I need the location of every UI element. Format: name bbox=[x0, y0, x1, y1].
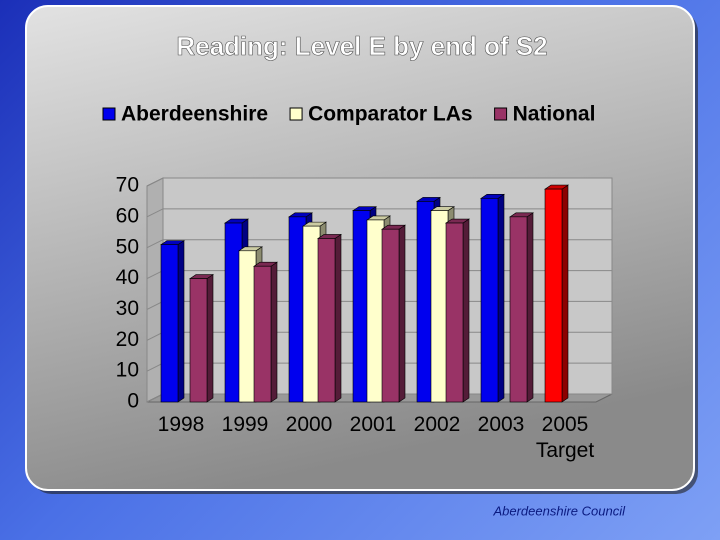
footer: Aberdeenshire Council bbox=[492, 503, 626, 518]
chart-title: Reading: Level E by end of S2 bbox=[176, 31, 547, 61]
legend-label: Comparator LAs bbox=[308, 103, 473, 126]
y-tick-label: 50 bbox=[116, 235, 139, 258]
bar-face bbox=[430, 210, 449, 403]
bar-face bbox=[302, 225, 321, 403]
bar bbox=[381, 224, 406, 403]
legend-swatch bbox=[289, 107, 303, 121]
legend-swatch bbox=[102, 107, 116, 121]
bar-face bbox=[398, 224, 406, 403]
bar-face bbox=[509, 216, 528, 403]
bar-face bbox=[526, 212, 534, 403]
y-tick-label: 0 bbox=[127, 390, 139, 413]
bar bbox=[480, 193, 505, 403]
bar-face bbox=[177, 240, 185, 403]
x-tick-label: 2002 bbox=[413, 413, 461, 436]
bar bbox=[160, 240, 185, 403]
y-tick-label: 10 bbox=[116, 359, 139, 382]
bar-face bbox=[270, 261, 278, 403]
bar-face bbox=[317, 238, 336, 403]
y-tick-label: 30 bbox=[116, 297, 139, 320]
x-tick-label: 2000 bbox=[285, 413, 333, 436]
bar-face bbox=[189, 278, 208, 403]
bar-face bbox=[462, 218, 470, 403]
bar-face bbox=[497, 193, 505, 403]
legend-swatch bbox=[494, 107, 508, 121]
x-tick-label: 1998 bbox=[157, 413, 205, 436]
bar bbox=[253, 261, 278, 403]
y-tick-label: 40 bbox=[116, 266, 139, 289]
y-tick-label: 70 bbox=[116, 174, 139, 197]
bar-face bbox=[160, 244, 179, 403]
x-tick-label: 2005 Target bbox=[535, 413, 595, 462]
bar bbox=[445, 218, 470, 403]
y-tick-label: 20 bbox=[116, 328, 139, 351]
bar-face bbox=[544, 188, 563, 403]
grid-line bbox=[146, 208, 612, 218]
bar-face bbox=[253, 265, 272, 403]
x-tick-label: 2001 bbox=[349, 413, 397, 436]
bar bbox=[189, 274, 214, 403]
y-tick-label: 60 bbox=[116, 204, 139, 227]
legend-label: National bbox=[513, 103, 596, 126]
bar bbox=[509, 212, 534, 403]
bar-face bbox=[206, 274, 214, 403]
bar bbox=[317, 233, 342, 403]
bar-face bbox=[480, 198, 499, 403]
bar-face bbox=[445, 222, 464, 403]
grid-line bbox=[146, 177, 612, 187]
x-tick-label: 2003 bbox=[477, 413, 525, 436]
x-tick-label: 1999 bbox=[221, 413, 269, 436]
bar-face bbox=[561, 184, 569, 403]
side-wall bbox=[146, 177, 164, 403]
bar bbox=[544, 184, 569, 403]
legend-label: Aberdeenshire bbox=[121, 103, 268, 126]
bar-face bbox=[381, 228, 400, 403]
bar-face bbox=[238, 250, 257, 403]
bar-face bbox=[366, 219, 385, 403]
bar-face bbox=[334, 233, 342, 403]
